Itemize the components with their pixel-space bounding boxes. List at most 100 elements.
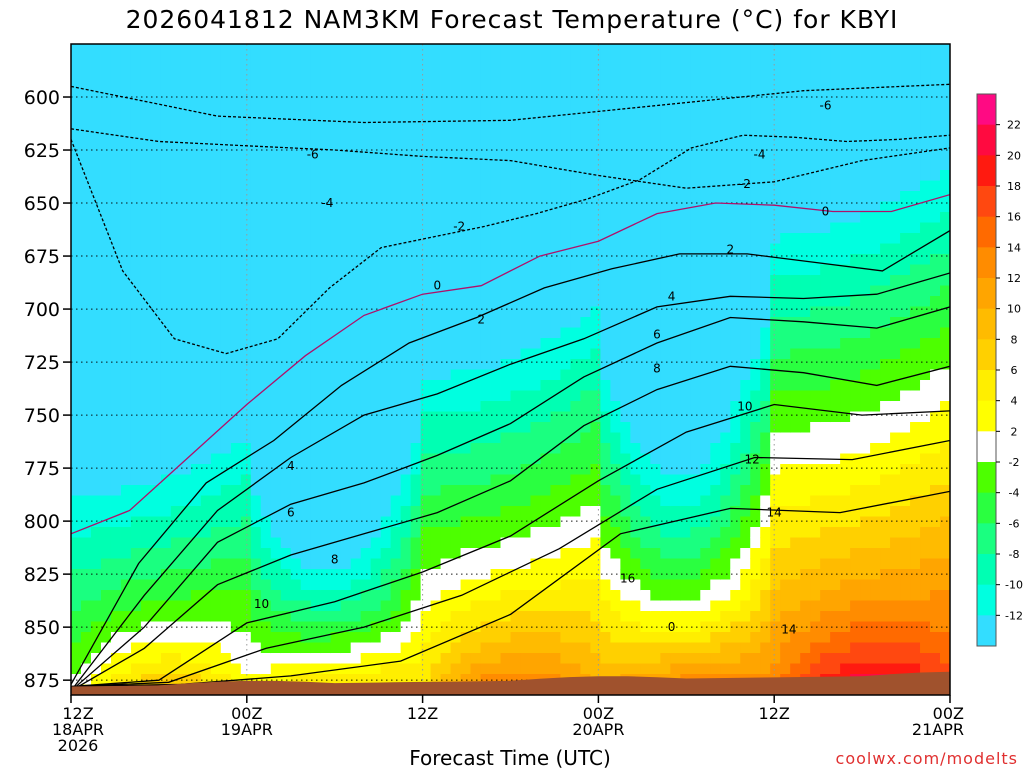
temperature-cell — [400, 327, 412, 339]
temperature-cell — [80, 579, 92, 591]
temperature-cell — [480, 264, 492, 276]
temperature-cell — [240, 348, 252, 360]
temperature-cell — [490, 527, 502, 539]
temperature-cell — [330, 474, 342, 486]
temperature-cell — [430, 401, 442, 413]
temperature-cell — [520, 642, 532, 654]
temperature-cell — [250, 107, 262, 119]
temperature-cell — [330, 264, 342, 276]
temperature-cell — [490, 611, 502, 623]
temperature-cell — [460, 138, 472, 150]
temperature-cell — [130, 201, 142, 213]
temperature-cell — [460, 527, 472, 539]
temperature-cell — [300, 44, 312, 56]
temperature-cell — [540, 527, 552, 539]
temperature-cell — [360, 107, 372, 119]
temperature-cell — [860, 296, 871, 308]
temperature-cell — [700, 243, 711, 255]
temperature-cell — [210, 180, 222, 192]
temperature-cell — [870, 401, 881, 413]
temperature-cell — [860, 128, 871, 140]
temperature-cell — [550, 558, 562, 570]
temperature-cell — [310, 128, 322, 140]
temperature-cell — [690, 191, 701, 203]
temperature-cell — [490, 348, 502, 360]
temperature-cell — [410, 254, 422, 266]
temperature-cell — [160, 117, 172, 129]
temperature-cell — [720, 464, 731, 476]
temperature-cell — [230, 285, 242, 297]
temperature-cell — [710, 527, 721, 539]
temperature-cell — [460, 558, 472, 570]
temperature-cell — [90, 579, 102, 591]
temperature-cell — [660, 317, 671, 329]
temperature-cell — [540, 548, 552, 560]
temperature-cell — [120, 348, 132, 360]
temperature-cell — [870, 75, 881, 87]
temperature-cell — [850, 464, 861, 476]
temperature-cell — [780, 579, 791, 591]
temperature-cell — [320, 317, 332, 329]
temperature-cell — [160, 527, 172, 539]
temperature-cell — [230, 117, 242, 129]
temperature-cell — [480, 548, 492, 560]
temperature-cell — [560, 128, 572, 140]
temperature-cell — [120, 590, 132, 602]
temperature-cell — [80, 86, 92, 98]
temperature-cell — [170, 411, 182, 423]
temperature-cell — [120, 422, 132, 434]
temperature-cell — [490, 516, 502, 528]
temperature-cell — [470, 138, 482, 150]
temperature-cell — [820, 359, 831, 371]
temperature-cell — [830, 527, 841, 539]
temperature-cell — [570, 516, 582, 528]
temperature-cell — [130, 611, 142, 623]
temperature-cell — [550, 44, 562, 56]
temperature-cell — [180, 359, 192, 371]
temperature-cell — [220, 453, 232, 465]
temperature-cell — [360, 180, 372, 192]
temperature-cell — [370, 86, 382, 98]
temperature-cell — [150, 674, 162, 686]
temperature-cell — [740, 632, 751, 644]
temperature-cell — [540, 264, 552, 276]
temperature-cell — [670, 306, 681, 318]
temperature-cell — [220, 75, 232, 87]
temperature-cell — [800, 359, 811, 371]
temperature-cell — [450, 44, 462, 56]
temperature-cell — [210, 432, 222, 444]
temperature-cell — [680, 243, 691, 255]
temperature-cell — [450, 275, 462, 287]
temperature-cell — [140, 474, 152, 486]
temperature-cell — [330, 516, 342, 528]
temperature-cell — [640, 621, 651, 633]
temperature-cell — [860, 590, 871, 602]
temperature-cell — [200, 422, 212, 434]
temperature-cell — [110, 65, 122, 77]
temperature-cell — [450, 264, 462, 276]
temperature-cell — [120, 663, 132, 675]
temperature-cell — [160, 642, 172, 654]
temperature-cell — [380, 611, 392, 623]
temperature-cell — [710, 65, 721, 77]
temperature-cell — [490, 212, 502, 224]
temperature-cell — [460, 464, 472, 476]
temperature-cell — [200, 674, 212, 686]
temperature-cell — [600, 180, 611, 192]
temperature-cell — [810, 149, 821, 161]
temperature-cell — [480, 107, 492, 119]
temperature-cell — [690, 222, 701, 234]
temperature-cell — [490, 590, 502, 602]
temperature-cell — [500, 474, 512, 486]
temperature-cell — [640, 422, 651, 434]
temperature-cell — [180, 411, 192, 423]
temperature-cell — [410, 96, 422, 108]
temperature-cell — [330, 663, 342, 675]
temperature-cell — [610, 285, 621, 297]
temperature-cell — [500, 254, 512, 266]
temperature-cell — [370, 44, 382, 56]
temperature-cell — [830, 170, 841, 182]
temperature-cell — [90, 485, 102, 497]
temperature-cell — [280, 590, 292, 602]
temperature-cell — [230, 201, 242, 213]
